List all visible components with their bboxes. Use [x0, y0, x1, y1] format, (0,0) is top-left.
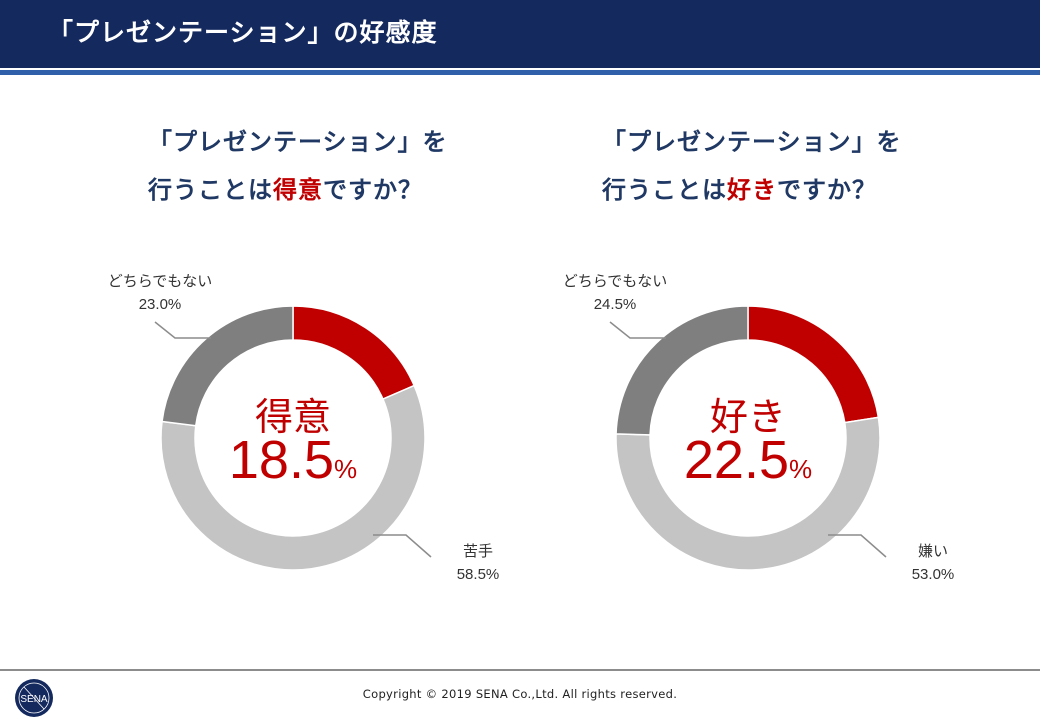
footer-divider	[0, 669, 1040, 671]
question-left-prefix: 行うことは	[148, 176, 273, 204]
center-value-unit-right: %	[789, 454, 812, 484]
center-value-left: 18.5%	[229, 430, 357, 490]
question-right-line2: 行うことは好きですか？	[602, 166, 1022, 214]
slice-label-right-bottom: 嫌い	[918, 542, 948, 560]
question-left-emphasis: 得意	[273, 176, 323, 204]
donut-right-slice-1	[615, 416, 881, 571]
center-value-unit-left: %	[334, 454, 357, 484]
question-left-line1: 「プレゼンテーション」を	[148, 128, 448, 156]
question-right-emphasis: 好き	[727, 176, 777, 204]
leader-line-left-bottom	[373, 534, 432, 558]
page-title: 「プレゼンテーション」の好感度	[48, 18, 438, 47]
question-right-prefix: 行うことは	[602, 176, 727, 204]
slice-value-right-top: 24.5%	[594, 296, 637, 313]
donut-right-slice-2	[615, 305, 749, 436]
sena-logo: SENA	[15, 679, 53, 717]
logo-text: SENA	[20, 694, 48, 705]
center-label-left: 得意	[255, 395, 331, 439]
donut-left-slice-1	[160, 384, 426, 571]
center-value-right: 22.5%	[684, 430, 812, 490]
question-left: 「プレゼンテーション」を 行うことは得意ですか？	[148, 118, 568, 214]
question-right-suffix: ですか？	[777, 176, 877, 204]
slice-value-left-top: 23.0%	[139, 296, 182, 313]
center-value-number-right: 22.5	[684, 430, 789, 490]
donut-left-slice-0	[292, 305, 416, 401]
copyright-text: Copyright © 2019 SENA Co.,Ltd. All right…	[362, 687, 678, 701]
slice-label-left-bottom: 苦手	[463, 542, 493, 560]
question-right: 「プレゼンテーション」を 行うことは好きですか？	[602, 118, 1022, 214]
header-bar: 「プレゼンテーション」の好感度	[0, 0, 1040, 68]
slice-label-right-top: どちらでもない	[563, 272, 668, 290]
leader-line-left-top	[154, 321, 211, 339]
leader-line-right-bottom	[828, 534, 887, 558]
header-divider	[0, 70, 1040, 75]
question-right-line1: 「プレゼンテーション」を	[602, 128, 902, 156]
slice-value-left-bottom: 58.5%	[457, 566, 500, 583]
slice-label-left-top: どちらでもない	[108, 272, 213, 290]
donut-left-slice-2	[161, 305, 294, 427]
slice-value-right-bottom: 53.0%	[912, 566, 955, 583]
center-label-right: 好き	[710, 395, 786, 439]
question-left-line2: 行うことは得意ですか？	[148, 166, 568, 214]
center-value-number-left: 18.5	[229, 430, 334, 490]
leader-line-right-top	[609, 321, 666, 339]
question-left-suffix: ですか？	[323, 176, 423, 204]
